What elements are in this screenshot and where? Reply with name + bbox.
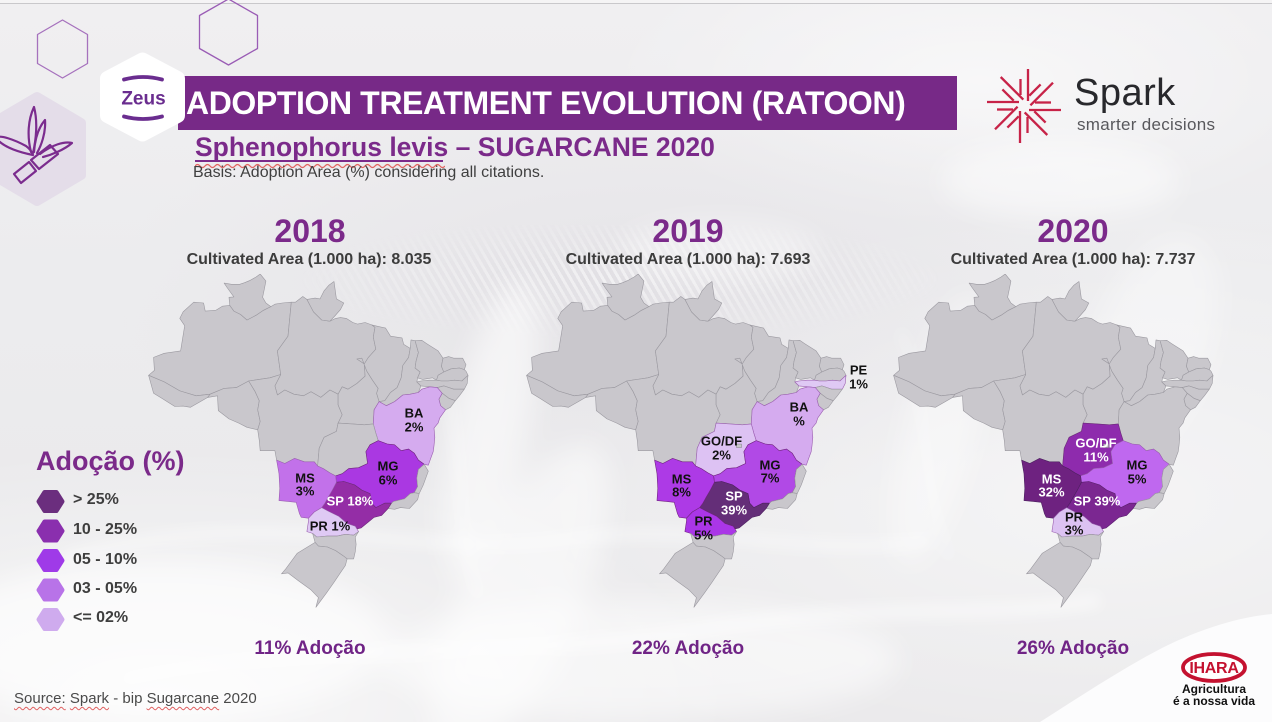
svg-text:IHARA: IHARA — [1189, 660, 1239, 677]
svg-text:Zeus: Zeus — [121, 89, 165, 110]
